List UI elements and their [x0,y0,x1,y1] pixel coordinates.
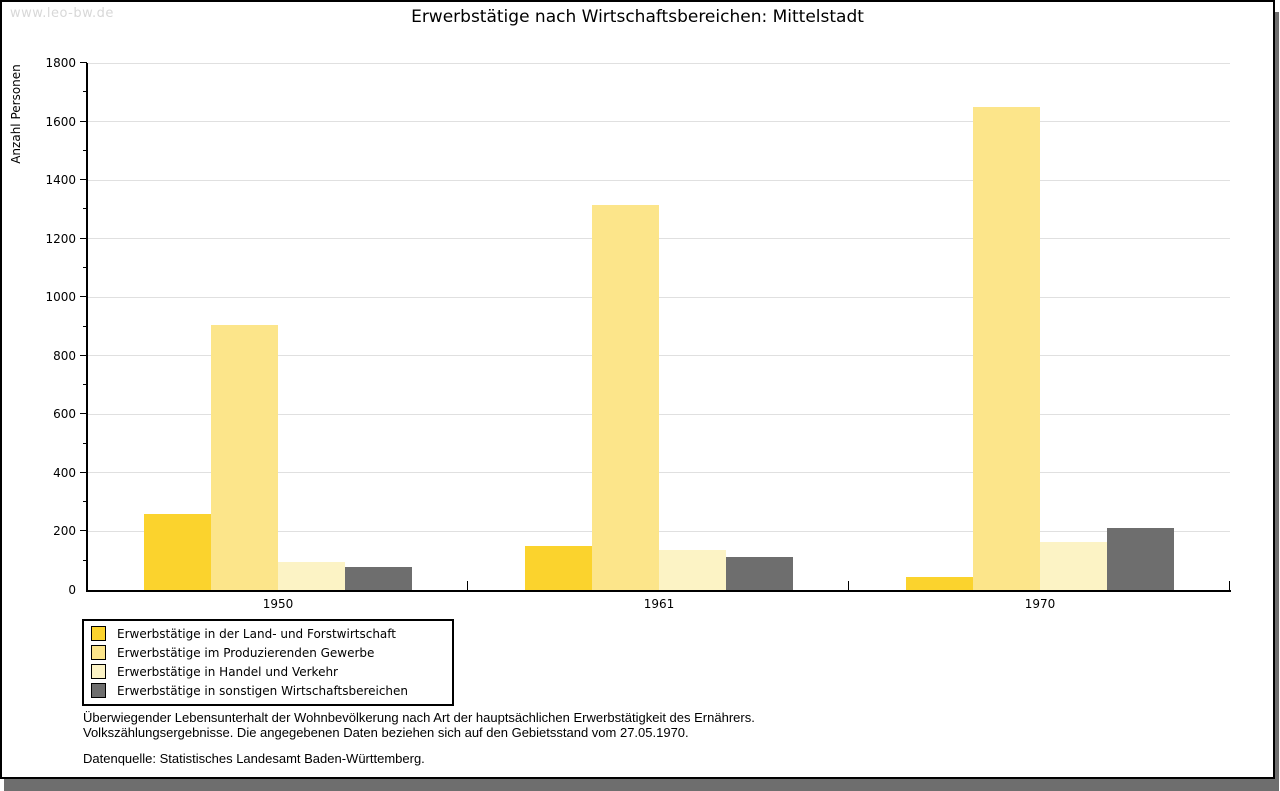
legend-item: Erwerbstätige in der Land- und Forstwirt… [84,624,452,643]
bar-1970-series2 [973,107,1040,590]
bar-1961-series4 [726,557,793,590]
y-tick-label: 0 [68,583,76,597]
x-tick [1229,581,1230,590]
bar-chart-plot-area: Anzahl Personen 200 400 600 800 1000 1200 1400… [2,2,1273,777]
x-tick-label: 1970 [1024,597,1056,611]
y-major-tick [80,413,87,414]
x-tick [848,581,849,590]
x-tick-label: 1961 [643,597,675,611]
bar-1961-series2 [592,205,659,590]
legend-label: Erwerbstätige in der Land- und Forstwirt… [117,626,396,641]
y-tick-label: 1200 [45,232,76,246]
y-minor-tick [83,560,87,561]
y-major-tick [80,62,87,63]
y-tick-label: 1000 [45,290,76,304]
gridline [88,472,1230,474]
y-minor-tick [83,384,87,385]
y-major-tick [80,179,87,180]
legend-swatch-icon [91,683,106,698]
bar-1950-series3 [278,562,345,590]
y-axis [86,63,88,592]
y-tick-label: 400 [53,466,76,480]
bar-1950-series4 [345,567,412,590]
legend-label: Erwerbstätige im Produzierenden Gewerbe [117,645,375,660]
chart-footnote: Überwiegender Lebensunterhalt der Wohnbe… [83,710,983,740]
y-axis-title: Anzahl Personen [9,64,23,164]
gridline [88,413,1230,415]
y-minor-tick [83,501,87,502]
bar-1950-series2 [211,325,278,590]
legend-label: Erwerbstätige in sonstigen Wirtschaftsbe… [117,683,409,698]
x-axis [86,590,1231,592]
y-tick-label: 1800 [45,56,76,70]
chart-legend: Erwerbstätige in der Land- und Forstwirt… [82,619,454,706]
y-major-tick [80,296,87,297]
y-tick-label: 1600 [45,115,76,129]
legend-label: Erwerbstätige in Handel und Verkehr [117,664,338,679]
chart-title: Erwerbstätige nach Wirtschaftsbereichen:… [411,7,864,27]
legend-item: Erwerbstätige im Produzierenden Gewerbe [84,643,452,662]
y-minor-tick [83,91,87,92]
bar-1970-series3 [1040,542,1107,590]
legend-swatch-icon [91,645,106,660]
y-major-tick [80,355,87,356]
y-tick-label: 600 [53,407,76,421]
bar-1961-series1 [525,546,592,590]
x-tick [467,581,468,590]
legend-swatch-icon [91,626,106,641]
gridline [88,238,1230,240]
y-minor-tick [83,208,87,209]
gridline [88,355,1230,357]
y-tick-label: 800 [53,349,76,363]
y-tick-label: 200 [53,524,76,538]
gridline [88,296,1230,298]
legend-swatch-icon [91,664,106,679]
gridline [88,121,1230,123]
y-major-tick [80,472,87,473]
legend-item: Erwerbstätige in Handel und Verkehr [84,662,452,681]
y-minor-tick [83,443,87,444]
watermark-text: www.leo-bw.de [10,6,114,21]
gridline [88,62,1230,64]
legend-item: Erwerbstätige in sonstigen Wirtschaftsbe… [84,681,452,700]
y-major-tick [80,238,87,239]
bar-1961-series3 [659,550,726,590]
y-major-tick [80,530,87,531]
footnote-line-2: Volkszählungsergebnisse. Die angegebenen… [83,725,689,740]
y-minor-tick [83,267,87,268]
bar-1950-series1 [144,514,211,590]
bar-1970-series4 [1107,528,1174,590]
y-major-tick [80,121,87,122]
y-tick-label: 1400 [45,173,76,187]
gridline [88,530,1230,532]
y-minor-tick [83,326,87,327]
footnote-line-1: Überwiegender Lebensunterhalt der Wohnbe… [83,710,755,725]
gridline [88,179,1230,181]
bar-1970-series1 [906,577,973,590]
x-tick-label: 1950 [262,597,294,611]
y-minor-tick [83,150,87,151]
data-source-note: Datenquelle: Statistisches Landesamt Bad… [83,751,425,766]
